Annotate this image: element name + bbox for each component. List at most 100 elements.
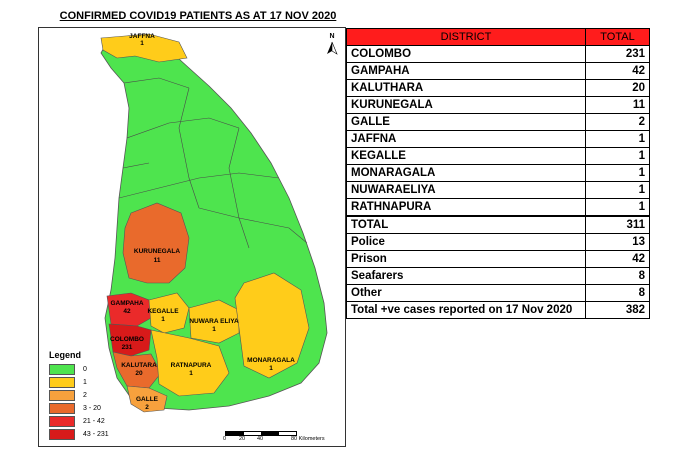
map-frame: JAFFNA 1 KURUNEGALA 11 GAMPAHA 42 KEGALL…: [38, 27, 346, 447]
row-label: GAMPAHA: [346, 62, 586, 80]
row-value: 13: [585, 233, 650, 251]
header-total: TOTAL: [585, 28, 650, 46]
label-gampaha-value: 42: [123, 308, 131, 315]
row-label: Seafarers: [346, 267, 586, 285]
district-monaragala: [234, 272, 310, 379]
label-colombo-name: COLOMBO: [110, 336, 144, 343]
scale-tick: 40: [257, 436, 264, 442]
row-label: RATHNAPURA: [346, 198, 586, 217]
label-kegalle-value: 1: [161, 316, 165, 323]
scale-bar: 0 20 40 80 Kilometers: [223, 431, 325, 446]
label-nuwara-eliya-name: NUWARA ELIYA: [189, 318, 239, 325]
legend-label: 43 - 231: [83, 431, 109, 438]
legend-swatch: [49, 377, 75, 388]
row-value: 42: [585, 250, 650, 268]
table-header-row: DISTRICT TOTAL: [346, 28, 650, 46]
table-row: GAMPAHA 42: [346, 62, 650, 80]
legend-title: Legend: [49, 350, 82, 360]
row-label: Other: [346, 284, 586, 302]
row-label: KEGALLE: [346, 147, 586, 165]
scale-bar-graphic: [225, 431, 297, 436]
district-kegalle: [148, 292, 190, 334]
legend-item: 0: [49, 364, 109, 375]
label-ratnapura-name: RATNAPURA: [171, 362, 212, 369]
label-kalutara-name: KALUTARA: [121, 362, 157, 369]
row-label: NUWARAELIYA: [346, 181, 586, 199]
label-monaragala-name: MONARAGALA: [247, 357, 295, 364]
legend-swatch: [49, 364, 75, 375]
row-label: KALUTHARA: [346, 79, 586, 97]
table-row: MONARAGALA 1: [346, 164, 650, 182]
cases-table: DISTRICT TOTAL COLOMBO 231 GAMPAHA 42 KALU…: [346, 28, 650, 319]
label-colombo-value: 231: [122, 344, 133, 351]
label-kalutara-value: 20: [135, 370, 143, 377]
district-galle: [126, 385, 168, 413]
row-value: 231: [585, 45, 650, 63]
label-kurunegala-name: KURUNEGALA: [134, 248, 181, 255]
label-kurunegala-value: 11: [154, 257, 161, 264]
row-label: JAFFNA: [346, 130, 586, 148]
table-row: JAFFNA 1: [346, 130, 650, 148]
row-label: MONARAGALA: [346, 164, 586, 182]
scale-tick: 20: [239, 436, 246, 442]
row-value: 1: [585, 198, 650, 217]
district-ratnapura: [150, 329, 230, 397]
row-label: COLOMBO: [346, 45, 586, 63]
row-value: 382: [585, 301, 650, 319]
row-value: 1: [585, 130, 650, 148]
row-value: 2: [585, 113, 650, 131]
row-label: KURUNEGALA: [346, 96, 586, 114]
label-jaffna-name: JAFFNA: [129, 33, 155, 40]
table-row: Police 13: [346, 233, 650, 251]
map-title: CONFIRMED COVID19 PATIENTS AS AT 17 NOV …: [59, 10, 337, 22]
row-value: 1: [585, 147, 650, 165]
label-ratnapura-value: 1: [189, 370, 193, 377]
legend-swatch: [49, 429, 75, 440]
district-kalutara: [112, 351, 162, 389]
map-legend: Legend 0 1 2 3 - 20 21 - 42 43 - 231: [49, 350, 109, 442]
legend-label: 21 - 42: [83, 418, 105, 425]
table-row: GALLE 2: [346, 113, 650, 131]
legend-label: 1: [83, 379, 87, 386]
scale-tick: 0: [223, 436, 227, 442]
row-label: Police: [346, 233, 586, 251]
legend-item: 43 - 231: [49, 429, 109, 440]
table-row: KURUNEGALA 11: [346, 96, 650, 114]
row-value: 11: [585, 96, 650, 114]
legend-swatch: [49, 390, 75, 401]
row-value: 1: [585, 181, 650, 199]
row-value: 1: [585, 164, 650, 182]
scale-ticks: 0 20 40 80 Kilometers: [223, 436, 325, 446]
table-row: Seafarers 8: [346, 267, 650, 285]
legend-label: 3 - 20: [83, 405, 101, 412]
table-row: RATHNAPURA 1: [346, 198, 650, 217]
label-nuwara-eliya-value: 1: [212, 326, 216, 333]
legend-swatch: [49, 416, 75, 427]
district-boundaries: [118, 77, 308, 249]
label-galle-value: 2: [145, 404, 149, 411]
table-row: NUWARAELIYA 1: [346, 181, 650, 199]
row-value: 8: [585, 267, 650, 285]
legend-label: 0: [83, 366, 87, 373]
legend-label: 2: [83, 392, 87, 399]
table-row: KALUTHARA 20: [346, 79, 650, 97]
table-row: Prison 42: [346, 250, 650, 268]
row-value: 311: [585, 215, 650, 234]
row-label: Prison: [346, 250, 586, 268]
legend-item: 1: [49, 377, 109, 388]
label-monaragala-value: 1: [269, 365, 273, 372]
header-district: DISTRICT: [346, 28, 586, 46]
row-value: 20: [585, 79, 650, 97]
sri-lanka-map: JAFFNA 1 KURUNEGALA 11 GAMPAHA 42 KEGALL…: [100, 33, 338, 413]
table-row-grand-total: Total +ve cases reported on 17 Nov 2020 3…: [346, 301, 650, 319]
row-label: Total +ve cases reported on 17 Nov 2020: [346, 301, 586, 319]
district-jaffna: [100, 33, 188, 63]
row-value: 42: [585, 62, 650, 80]
row-label: TOTAL: [346, 215, 586, 234]
row-label: GALLE: [346, 113, 586, 131]
label-gampaha-name: GAMPAHA: [110, 300, 143, 307]
scale-tick: 80 Kilometers: [291, 436, 325, 442]
district-nuwara-eliya: [188, 299, 240, 344]
table-row: KEGALLE 1: [346, 147, 650, 165]
label-kegalle-name: KEGALLE: [147, 308, 179, 315]
